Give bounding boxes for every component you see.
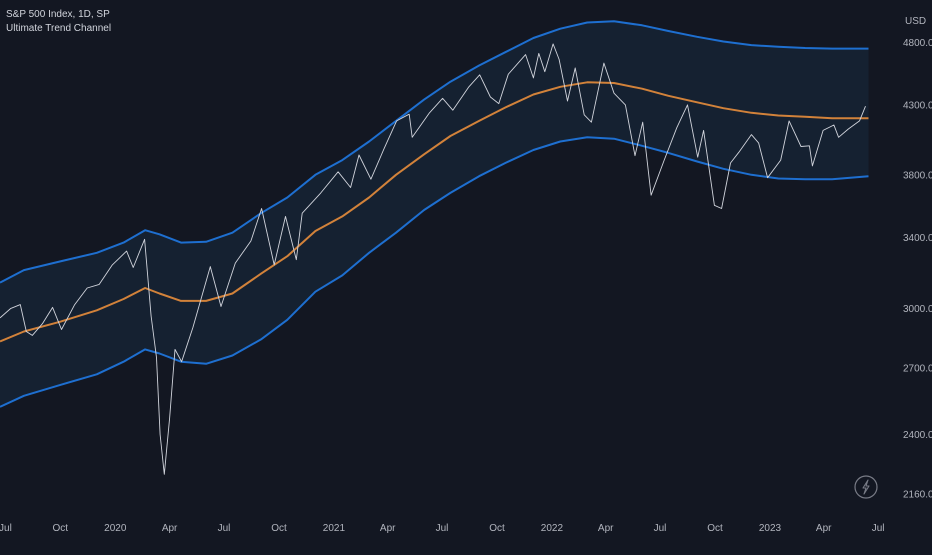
x-tick-label: 2023	[759, 523, 782, 534]
symbol-title[interactable]: S&P 500 Index, 1D, SP	[6, 9, 110, 20]
mid-line[interactable]	[0, 81, 869, 343]
indicator-title[interactable]: Ultimate Trend Channel	[6, 23, 112, 34]
upper-line[interactable]	[0, 20, 869, 284]
y-tick-label: 2160.00	[903, 490, 932, 501]
x-tick-label: Jul	[218, 523, 231, 534]
x-tick-label: Jul	[436, 523, 449, 534]
price-axis: 4800.00 4300.00 3800.00 3400.00 3000.00 2700.…	[903, 38, 932, 500]
y-tick-label: 3800.00	[903, 170, 932, 181]
price-line[interactable]	[0, 43, 866, 475]
x-tick-label: 2022	[541, 523, 564, 534]
y-tick-label: 3000.00	[903, 304, 932, 315]
x-tick-label: Oct	[489, 523, 505, 534]
x-tick-label: Apr	[162, 523, 178, 534]
y-tick-label: 2700.00	[903, 363, 932, 374]
y-tick-label: 4300.00	[903, 100, 932, 111]
x-tick-label: Apr	[598, 523, 614, 534]
time-axis: Jul Oct 2020 Apr Jul Oct 2021 Apr Jul Oct 2022 Apr J…	[0, 523, 884, 534]
x-tick-label: Apr	[380, 523, 396, 534]
series-lines	[0, 20, 869, 475]
y-tick-label: 3400.00	[903, 233, 932, 244]
channel-fill-area	[0, 21, 869, 407]
x-tick-label: 2021	[323, 523, 346, 534]
x-tick-label: Jul	[654, 523, 667, 534]
x-tick-label: Oct	[707, 523, 723, 534]
channel-fill	[0, 21, 869, 407]
chart-legend: S&P 500 Index, 1D, SP Ultimate Trend Cha…	[6, 8, 111, 36]
flash-icon[interactable]	[854, 475, 878, 499]
lower-line[interactable]	[0, 136, 869, 408]
x-tick-label: Oct	[53, 523, 69, 534]
x-tick-label: Jul	[872, 523, 885, 534]
x-tick-label: 2020	[104, 523, 127, 534]
y-tick-label: 4800.00	[903, 38, 932, 49]
x-tick-label: Jul	[0, 523, 12, 534]
x-tick-label: Oct	[271, 523, 287, 534]
price-axis-currency: USD	[905, 16, 926, 27]
y-tick-label: 2400.00	[903, 430, 932, 441]
x-tick-label: Apr	[816, 523, 832, 534]
